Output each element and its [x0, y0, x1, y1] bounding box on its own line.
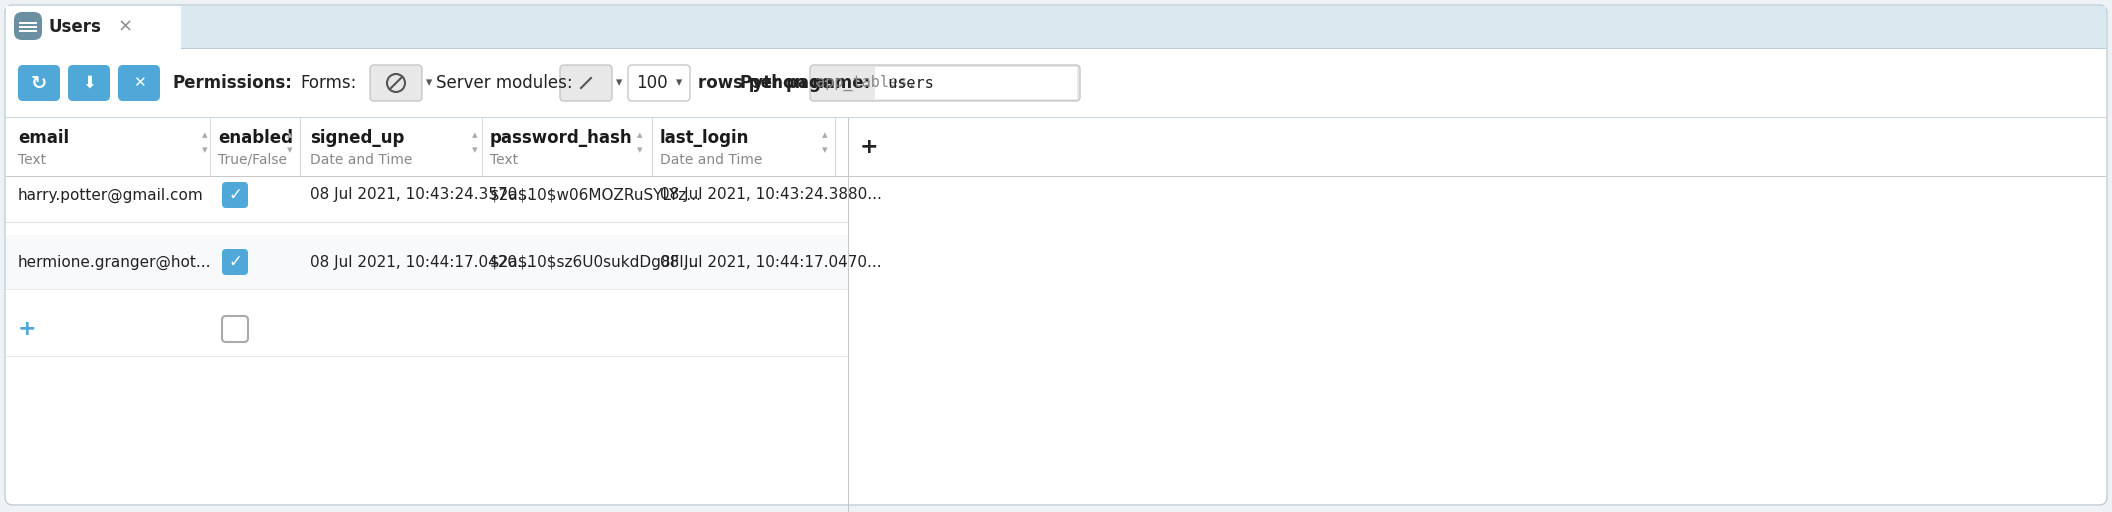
Text: users: users: [879, 75, 934, 91]
Text: ▴: ▴: [822, 131, 828, 140]
Bar: [6, 302, 849, 356]
Text: ⬇: ⬇: [82, 74, 95, 92]
Bar: [6, 48, 2106, 49]
Text: ▾: ▾: [638, 145, 642, 155]
Text: ✓: ✓: [228, 253, 243, 271]
FancyBboxPatch shape: [370, 65, 422, 101]
Text: ▾: ▾: [473, 145, 477, 155]
Bar: [6, 47, 182, 49]
Text: enabled: enabled: [218, 130, 294, 147]
Text: 08 Jul 2021, 10:44:17.0420...: 08 Jul 2021, 10:44:17.0420...: [310, 254, 532, 269]
FancyBboxPatch shape: [222, 182, 247, 208]
FancyBboxPatch shape: [222, 316, 247, 342]
Bar: [6, 356, 849, 357]
Text: ✓: ✓: [228, 186, 243, 204]
Text: hermione.granger@hot...: hermione.granger@hot...: [19, 254, 211, 270]
Bar: [6, 168, 849, 222]
Bar: [6, 6, 182, 48]
Text: 08 Jul 2021, 10:44:17.0470...: 08 Jul 2021, 10:44:17.0470...: [659, 254, 881, 269]
Text: Text: Text: [490, 153, 517, 167]
Text: ▴: ▴: [203, 131, 207, 140]
Bar: [6, 235, 849, 289]
Text: True/False: True/False: [218, 153, 287, 167]
Bar: [6, 289, 849, 290]
Bar: [6, 49, 2106, 117]
Text: ▴: ▴: [287, 131, 294, 140]
Text: $2a$10$w06MOZRuSYLYz...: $2a$10$w06MOZRuSYLYz...: [490, 187, 701, 203]
Text: ↻: ↻: [32, 74, 46, 93]
Text: Date and Time: Date and Time: [310, 153, 412, 167]
FancyBboxPatch shape: [118, 65, 161, 101]
Text: +: +: [860, 137, 879, 157]
Text: last_login: last_login: [659, 130, 750, 147]
Text: Permissions:: Permissions:: [171, 74, 291, 92]
Text: password_hash: password_hash: [490, 130, 634, 147]
Text: 08 Jul 2021, 10:43:24.3880...: 08 Jul 2021, 10:43:24.3880...: [659, 187, 883, 203]
Text: ▴: ▴: [473, 131, 477, 140]
Text: Server modules:: Server modules:: [435, 74, 572, 92]
FancyBboxPatch shape: [4, 5, 2108, 505]
Bar: [6, 222, 849, 223]
Text: ✕: ✕: [133, 75, 146, 91]
Text: $2a$10$sz6U0sukdDg8FI...: $2a$10$sz6U0sukdDg8FI...: [490, 254, 699, 269]
Bar: [6, 222, 849, 223]
FancyBboxPatch shape: [811, 65, 1079, 101]
Bar: [19, 26, 38, 28]
Text: ▾: ▾: [617, 76, 623, 90]
Text: Date and Time: Date and Time: [659, 153, 762, 167]
Text: signed_up: signed_up: [310, 130, 403, 147]
Text: +: +: [19, 319, 36, 339]
Text: harry.potter@gmail.com: harry.potter@gmail.com: [19, 187, 203, 203]
Bar: [6, 118, 2106, 176]
Text: Forms:: Forms:: [300, 74, 357, 92]
Text: 100: 100: [636, 74, 667, 92]
Bar: [6, 176, 2106, 177]
FancyBboxPatch shape: [627, 65, 691, 101]
Text: email: email: [19, 130, 70, 147]
Text: app_tables.: app_tables.: [815, 75, 917, 91]
Text: ▾: ▾: [203, 145, 207, 155]
FancyBboxPatch shape: [222, 249, 247, 275]
Bar: [874, 67, 1077, 99]
Text: rows per page: rows per page: [697, 74, 832, 92]
FancyBboxPatch shape: [19, 65, 59, 101]
Bar: [19, 30, 38, 32]
Bar: [19, 22, 38, 24]
Bar: [6, 6, 2106, 48]
Text: ▾: ▾: [427, 76, 433, 90]
FancyBboxPatch shape: [560, 65, 612, 101]
Text: 08 Jul 2021, 10:43:24.3570...: 08 Jul 2021, 10:43:24.3570...: [310, 187, 532, 203]
Text: ▾: ▾: [676, 76, 682, 90]
Text: ×: ×: [118, 18, 133, 36]
FancyBboxPatch shape: [15, 12, 42, 40]
Text: Users: Users: [49, 18, 101, 36]
Bar: [6, 117, 2106, 118]
Text: Text: Text: [19, 153, 46, 167]
Text: ▾: ▾: [287, 145, 294, 155]
Text: ▴: ▴: [638, 131, 642, 140]
Text: Python name:: Python name:: [739, 74, 870, 92]
Text: ▾: ▾: [822, 145, 828, 155]
FancyBboxPatch shape: [68, 65, 110, 101]
